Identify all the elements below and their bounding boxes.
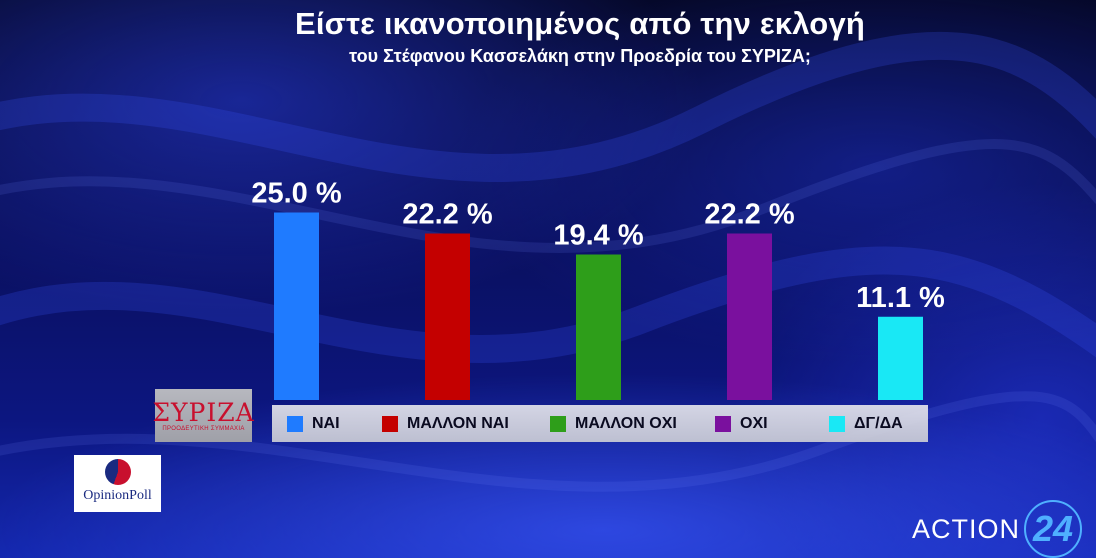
opinionpoll-circle-icon: [104, 459, 131, 485]
legend-label: ΝΑΙ: [312, 414, 340, 432]
legend-item-4: ΟΧΙ: [715, 405, 768, 442]
bar-value-label-3: 19.4 %: [553, 220, 643, 252]
legend-label: ΜΑΛΛΟΝ ΟΧΙ: [575, 414, 677, 432]
legend-item-1: ΝΑΙ: [287, 405, 340, 442]
bar-2: [425, 233, 470, 400]
chart-title: Είστε ικανοποιημένος από την εκλογή: [294, 6, 866, 41]
action24-logo-number: 24: [1024, 500, 1083, 558]
bar-1: [274, 212, 319, 400]
bar-value-label-1: 25.0 %: [251, 178, 341, 210]
opinionpoll-logo-text: OpinionPoll: [83, 488, 152, 503]
legend-label: ΟΧΙ: [740, 414, 768, 432]
legend-item-2: ΜΑΛΛΟΝ ΝΑΙ: [382, 405, 509, 442]
legend-swatch: [550, 415, 566, 432]
bar-3: [576, 254, 621, 400]
legend-label: ΔΓ/ΔΑ: [854, 414, 903, 432]
legend-item-5: ΔΓ/ΔΑ: [829, 405, 903, 442]
bar-5: [878, 316, 923, 400]
syriza-logo-tagline: ΠΡΟΟΔΕΥΤΙΚΗ ΣΥΜΜΑΧΙΑ: [162, 425, 245, 432]
legend-swatch: [382, 415, 398, 432]
action24-logo-text: ACTION: [912, 513, 1021, 544]
legend-item-3: ΜΑΛΛΟΝ ΟΧΙ: [550, 405, 677, 442]
action24-logo: ACTION 24: [912, 500, 1083, 558]
bar-value-label-4: 22.2 %: [704, 199, 794, 231]
opinionpoll-logo: OpinionPoll: [74, 455, 161, 512]
legend-label: ΜΑΛΛΟΝ ΝΑΙ: [407, 414, 509, 432]
legend-swatch: [715, 415, 731, 432]
legend-swatch: [287, 415, 303, 432]
syriza-logo: ΣΥΡΙΖΑ ΠΡΟΟΔΕΥΤΙΚΗ ΣΥΜΜΑΧΙΑ: [152, 389, 255, 442]
syriza-logo-text: ΣΥΡΙΖΑ: [152, 397, 255, 427]
bar-value-label-2: 22.2 %: [402, 199, 492, 231]
bar-value-label-5: 11.1 %: [856, 282, 945, 314]
legend-swatch: [829, 415, 845, 432]
legend-panel: [272, 405, 928, 442]
bar-4: [727, 233, 772, 400]
chart-subtitle: του Στέφανου Κασσελάκη στην Προεδρία του…: [349, 46, 811, 66]
